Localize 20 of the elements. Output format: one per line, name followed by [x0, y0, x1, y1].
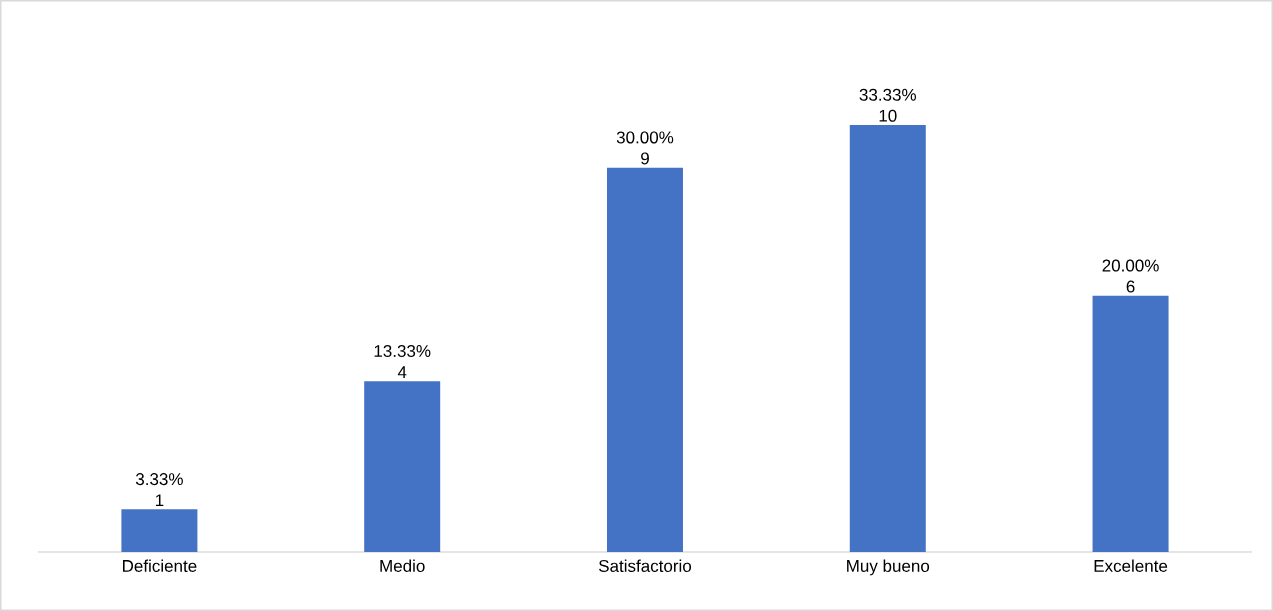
annotation: 4: [397, 366, 407, 379]
bar: [606, 167, 683, 552]
data-label: 13.33%: [374, 344, 431, 358]
data-label: 33.33%: [859, 88, 916, 101]
annotation: 9: [641, 152, 649, 165]
annotation: 10: [879, 109, 897, 122]
x-tick-label: Deficiente: [123, 559, 197, 572]
x-tick-label: Muy bueno: [847, 559, 930, 576]
annotation: 6: [1126, 280, 1135, 293]
x-tick-label: Medio: [380, 559, 425, 572]
data-label: 20.00%: [1102, 259, 1159, 272]
annotation: 1: [155, 494, 164, 507]
bar: [849, 124, 926, 552]
bar: [1092, 295, 1169, 552]
data-label: 30.00%: [616, 131, 674, 144]
bar: [121, 509, 198, 552]
bar: [364, 381, 441, 552]
data-label: 3.33%: [135, 473, 183, 486]
x-tick-label: Excelente: [1094, 559, 1168, 572]
x-tick-label: Satisfactorio: [598, 559, 692, 572]
